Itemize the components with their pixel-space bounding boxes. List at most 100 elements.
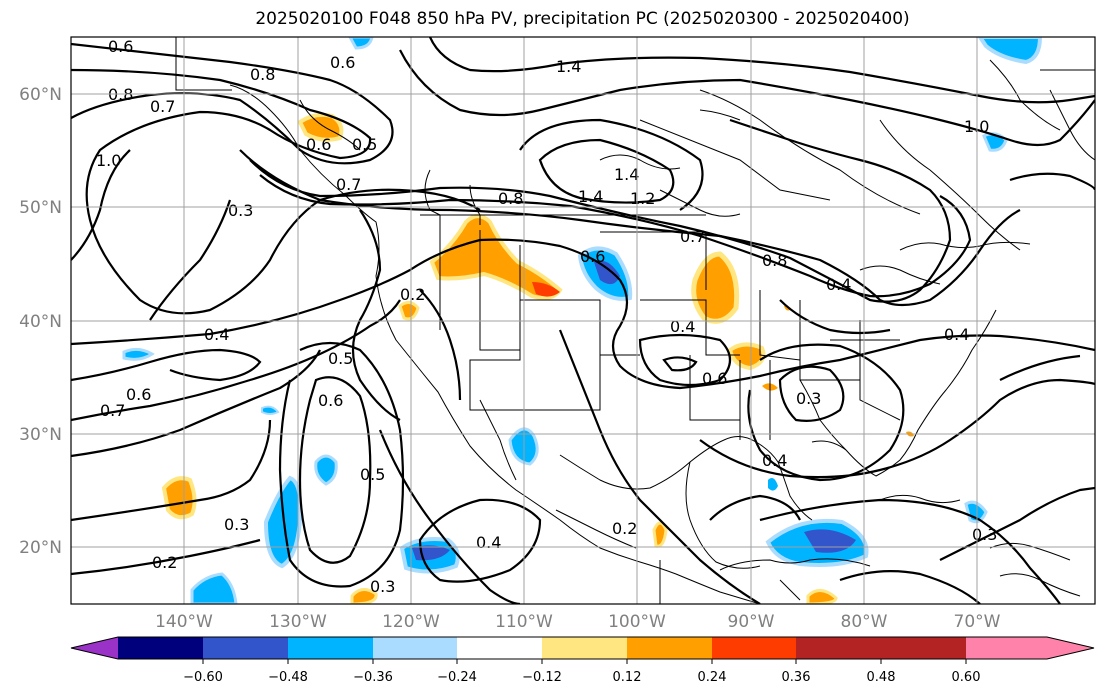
lat-label: 30°N bbox=[19, 425, 62, 445]
colorbar-segment bbox=[712, 637, 796, 659]
contour-label: 0.3 bbox=[370, 577, 395, 596]
colorbar-segment bbox=[373, 637, 457, 659]
colorbar-tick-labels: −0.60 −0.48 −0.36 −0.24 −0.12 0.12 0.24 … bbox=[183, 670, 980, 685]
contour-label: 0.7 bbox=[680, 227, 705, 246]
contour-label: 0.5 bbox=[352, 135, 377, 154]
precip-area bbox=[122, 347, 155, 361]
precip-area bbox=[977, 37, 1043, 65]
contour-label: 0.3 bbox=[796, 389, 821, 408]
colorbar-tick-label: 0.12 bbox=[613, 670, 642, 685]
contour-label: 0.6 bbox=[108, 37, 133, 56]
colorbar-extend-min bbox=[71, 637, 118, 659]
longitude-labels: 140°W 130°W 120°W 110°W 100°W 90°W 80°W … bbox=[155, 612, 1001, 632]
colorbar: −0.60 −0.48 −0.36 −0.24 −0.12 0.12 0.24 … bbox=[70, 636, 1095, 685]
contour-label: 0.8 bbox=[498, 189, 523, 208]
colorbar-segment bbox=[542, 637, 627, 659]
colorbar-tick-label: 0.60 bbox=[952, 670, 981, 685]
precip-area bbox=[161, 476, 197, 520]
contour-label: 0.6 bbox=[306, 135, 331, 154]
colorbar-segment bbox=[203, 637, 288, 659]
precip-area bbox=[691, 251, 740, 324]
lon-label: 140°W bbox=[155, 612, 213, 632]
contour-label: 0.4 bbox=[762, 451, 787, 470]
colorbar-segment bbox=[627, 637, 712, 659]
colorbar-tick-label: 0.24 bbox=[698, 670, 727, 685]
contour-label: 0.2 bbox=[612, 519, 637, 538]
lon-label: 130°W bbox=[269, 612, 327, 632]
colorbar-tick-label: −0.24 bbox=[437, 670, 477, 685]
contour-label: 1.4 bbox=[614, 165, 639, 184]
contour-label: 0.6 bbox=[580, 247, 605, 266]
contour-label: 0.4 bbox=[826, 275, 851, 294]
precip-area bbox=[594, 260, 620, 285]
contour-label: 1.4 bbox=[578, 187, 603, 206]
contour-label: 1.4 bbox=[556, 57, 581, 76]
lon-label: 110°W bbox=[495, 612, 553, 632]
contour-label: 0.2 bbox=[400, 285, 425, 304]
lon-label: 100°W bbox=[608, 612, 666, 632]
colorbar-segment bbox=[118, 637, 203, 659]
precip-area bbox=[768, 478, 778, 491]
contour-label: 0.3 bbox=[972, 525, 997, 544]
contour-label: 0.2 bbox=[152, 553, 177, 572]
precip-area bbox=[727, 342, 766, 371]
contour-labels: 0.6 0.8 0.6 1.4 0.7 0.8 1.0 0.6 0.5 0.7 … bbox=[96, 37, 997, 596]
contour-label: 0.8 bbox=[250, 65, 275, 84]
pv-contours bbox=[71, 37, 1095, 604]
precip-area bbox=[398, 301, 420, 321]
colorbar-tick-label: −0.48 bbox=[268, 670, 308, 685]
lat-label: 20°N bbox=[19, 538, 62, 558]
contour-label: 0.6 bbox=[702, 369, 727, 388]
contour-label: 0.6 bbox=[318, 391, 343, 410]
contour-label: 0.4 bbox=[476, 533, 501, 552]
contour-label: 0.3 bbox=[228, 201, 253, 220]
lon-label: 120°W bbox=[382, 612, 440, 632]
contour-label: 0.3 bbox=[224, 515, 249, 534]
colorbar-tick-label: 0.48 bbox=[867, 670, 896, 685]
colorbar-segment bbox=[881, 637, 966, 659]
lon-label: 70°W bbox=[954, 612, 1001, 632]
contour-label: 0.6 bbox=[126, 385, 151, 404]
precip-area bbox=[348, 37, 374, 50]
contour-label: 0.4 bbox=[670, 317, 695, 336]
coastlines bbox=[175, 37, 1095, 604]
map-title: 2025020100 F048 850 hPa PV, precipitatio… bbox=[255, 9, 910, 29]
precip-area bbox=[297, 112, 344, 142]
precip-area bbox=[652, 521, 668, 548]
contour-label: 0.5 bbox=[328, 349, 353, 368]
contour-label: 0.7 bbox=[336, 175, 361, 194]
lat-label: 50°N bbox=[19, 198, 62, 218]
lat-label: 40°N bbox=[19, 312, 62, 332]
contour-label: 1.2 bbox=[630, 189, 655, 208]
precip-area bbox=[190, 572, 238, 604]
lat-label: 60°N bbox=[19, 85, 62, 105]
contour-label: 0.8 bbox=[762, 251, 787, 270]
precip-area bbox=[314, 454, 338, 486]
contour-label: 0.7 bbox=[100, 401, 125, 420]
colorbar-tick-label: −0.12 bbox=[522, 670, 562, 685]
colorbar-tick-label: −0.60 bbox=[183, 670, 223, 685]
colorbar-segment bbox=[796, 637, 881, 659]
precip-area bbox=[429, 214, 563, 300]
colorbar-tick-label: −0.36 bbox=[353, 670, 393, 685]
contour-label: 0.4 bbox=[944, 325, 969, 344]
precip-area bbox=[806, 589, 838, 604]
colorbar-tick-label: 0.36 bbox=[782, 670, 811, 685]
contour-label: 0.6 bbox=[330, 53, 355, 72]
graticule bbox=[71, 37, 1095, 604]
contour-label: 1.0 bbox=[96, 151, 121, 170]
contour-label: 0.5 bbox=[360, 465, 385, 484]
precip-area bbox=[261, 405, 280, 415]
colorbar-outline bbox=[70, 636, 1095, 660]
precip-area bbox=[784, 305, 790, 311]
contour-label: 0.4 bbox=[204, 325, 229, 344]
lon-label: 90°W bbox=[728, 612, 775, 632]
lon-label: 80°W bbox=[841, 612, 888, 632]
precip-area bbox=[532, 282, 560, 297]
contour-label: 0.7 bbox=[150, 97, 175, 116]
latitude-labels: 60°N 50°N 40°N 30°N 20°N bbox=[19, 85, 62, 558]
map-frame bbox=[70, 36, 1096, 605]
colorbar-ticks bbox=[202, 659, 967, 664]
colorbar-segment bbox=[288, 637, 373, 659]
